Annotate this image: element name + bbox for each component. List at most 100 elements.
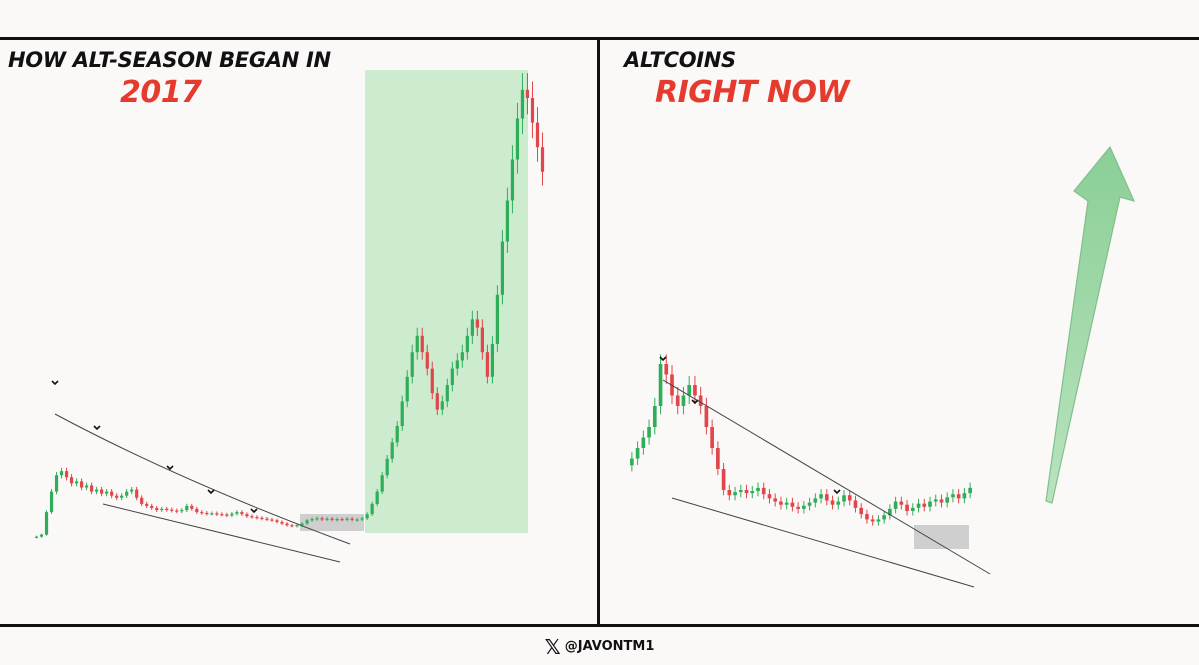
candle-body <box>380 475 384 492</box>
candle-body <box>205 512 209 515</box>
candle-body <box>842 495 846 502</box>
chart-panel-now: ALTCOINS RIGHT NOW <box>600 41 1199 625</box>
candle-body <box>916 503 921 508</box>
candle-body <box>240 512 244 515</box>
candle-body <box>761 487 766 495</box>
candle-body <box>495 294 500 344</box>
candle-body <box>893 501 898 509</box>
candle-body <box>290 525 294 527</box>
candle-body <box>490 344 495 377</box>
swing-high-marker <box>659 356 667 362</box>
candle-body <box>49 491 54 513</box>
candle-body <box>865 514 869 520</box>
candle-body <box>200 512 204 514</box>
candle-body <box>185 505 189 511</box>
candle-body <box>836 501 841 505</box>
candle-body <box>360 518 364 520</box>
candle-body <box>420 335 424 353</box>
resistance-trendline <box>662 379 991 575</box>
candle-body <box>350 518 354 520</box>
candle-body <box>641 437 646 448</box>
candle-body <box>250 516 254 518</box>
candle-body <box>652 406 657 427</box>
candle-body <box>225 514 229 516</box>
candle-body <box>390 442 394 459</box>
candle-body <box>962 493 967 499</box>
candle-body <box>435 393 439 410</box>
candle-body <box>155 508 159 511</box>
candle-body <box>485 352 489 377</box>
chart-2017-svg <box>34 70 545 563</box>
candle-body <box>968 487 972 494</box>
candle-body <box>300 523 304 526</box>
candle-body <box>767 494 772 499</box>
candle-body <box>335 519 339 521</box>
chart-title: ALTCOINS <box>624 48 736 72</box>
candle-body <box>721 469 726 490</box>
candle-body <box>405 376 409 402</box>
candle-body <box>270 519 274 521</box>
candle-body <box>687 385 692 396</box>
candle-body <box>59 471 64 476</box>
candle-body <box>450 368 454 385</box>
candle-body <box>704 406 709 427</box>
candle-body <box>945 497 950 503</box>
candle-body <box>784 502 789 505</box>
candle-body <box>84 485 89 488</box>
candle-body <box>165 508 169 511</box>
candle-body <box>64 471 69 478</box>
support-trendline <box>102 503 341 563</box>
candle-body <box>824 494 829 501</box>
candle-body <box>120 495 124 498</box>
candle-body <box>681 395 686 406</box>
swing-high-marker <box>691 399 699 405</box>
candle-body <box>95 489 99 492</box>
candle-body <box>69 477 74 484</box>
candle-body <box>847 495 852 501</box>
candle-body <box>115 495 119 498</box>
candle-body <box>630 458 634 466</box>
candle-body <box>716 448 720 469</box>
up-arrow-icon <box>1045 145 1136 504</box>
candle-body <box>265 518 269 520</box>
swing-high-marker <box>51 380 59 386</box>
candle-body <box>410 352 414 377</box>
candle-body <box>951 494 955 498</box>
candle-body <box>130 489 134 492</box>
watermark-handle: @JAVONTM1 <box>564 639 655 654</box>
candle-body <box>530 98 535 123</box>
candle-body <box>819 494 823 499</box>
candle-body <box>175 510 179 512</box>
candle-body <box>220 514 224 516</box>
candle-body <box>370 503 374 515</box>
candle-body <box>280 521 284 524</box>
support-trendline <box>671 497 975 588</box>
candle-body <box>330 518 334 520</box>
candle-body <box>922 503 927 507</box>
candle-body <box>750 491 755 494</box>
candle-body <box>255 517 259 519</box>
candle-body <box>744 490 749 494</box>
swing-high-marker <box>250 508 258 514</box>
candle-body <box>876 519 881 522</box>
candle-body <box>710 427 714 448</box>
candle-body <box>215 513 219 515</box>
candle-body <box>375 491 379 504</box>
candle-body <box>440 401 444 410</box>
candle-body <box>305 520 309 524</box>
candle-body <box>285 523 289 526</box>
candle-body <box>756 487 760 492</box>
candle-body <box>773 498 778 502</box>
chart-subtitle: 2017 <box>120 75 202 110</box>
candle-body <box>315 518 319 520</box>
candle-body <box>470 319 474 336</box>
bottom-border <box>0 624 1199 627</box>
candle-body <box>365 514 369 519</box>
candle-body <box>385 458 389 476</box>
candle-body <box>790 502 795 507</box>
chart-panel-2017: HOW ALT-SEASON BEGAN IN 2017 <box>0 41 597 625</box>
candle-body <box>430 368 434 394</box>
candle-body <box>44 512 49 535</box>
candle-body <box>733 492 737 496</box>
candle-body <box>888 508 892 516</box>
